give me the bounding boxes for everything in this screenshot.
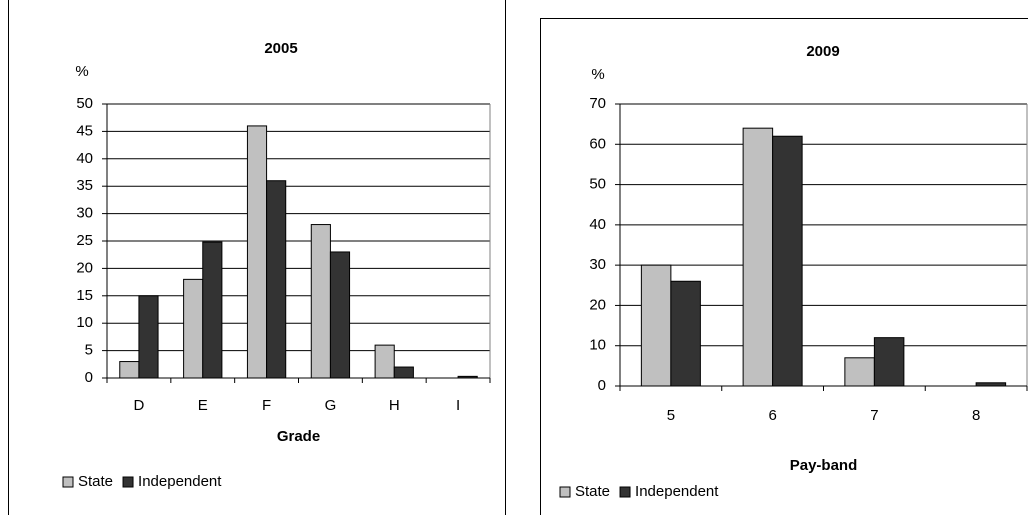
legend-swatch: [62, 476, 74, 488]
bar: [640, 264, 672, 387]
bar: [246, 125, 268, 379]
x-tick-label: H: [389, 397, 400, 414]
y-axis-label: %: [75, 63, 88, 80]
legend-label: Independent: [635, 483, 719, 500]
legend-label: Independent: [138, 473, 222, 490]
legend-label: State: [575, 483, 610, 500]
x-tick-label: D: [133, 397, 144, 414]
y-tick-label: 5: [85, 342, 93, 359]
y-axis-label: %: [591, 66, 604, 83]
chart-frame: [8, 0, 506, 515]
y-tick-label: 45: [76, 122, 93, 139]
x-tick-label: G: [325, 397, 337, 414]
bar: [393, 366, 414, 379]
chart-frame: [540, 18, 1028, 515]
chart-title: 2009: [806, 43, 839, 60]
bar: [844, 357, 875, 387]
y-tick-label: 30: [76, 205, 93, 222]
y-tick-label: 0: [85, 369, 93, 386]
y-tick-label: 60: [589, 135, 606, 152]
x-tick-label: E: [198, 397, 208, 414]
x-tick-label: 5: [667, 407, 675, 424]
bar: [329, 251, 351, 379]
y-tick-label: 40: [76, 150, 93, 167]
y-tick-label: 25: [76, 232, 93, 249]
bar: [119, 361, 140, 379]
x-tick-label: F: [262, 397, 271, 414]
legend-swatch: [122, 476, 134, 488]
bar: [742, 127, 774, 387]
bar: [310, 224, 331, 379]
y-tick-label: 30: [589, 256, 606, 273]
bar: [873, 337, 905, 387]
y-tick-label: 0: [598, 377, 606, 394]
bar: [374, 344, 395, 379]
legend-swatch: [559, 486, 571, 498]
legend-swatch: [619, 486, 631, 498]
y-tick-label: 20: [589, 296, 606, 313]
bar: [772, 135, 803, 387]
bar: [138, 295, 159, 379]
y-tick-label: 20: [76, 259, 93, 276]
y-tick-label: 40: [589, 216, 606, 233]
bar: [266, 180, 287, 379]
y-tick-label: 50: [589, 176, 606, 193]
bar: [202, 241, 223, 379]
y-tick-label: 70: [589, 95, 606, 112]
x-axis-label: Pay-band: [790, 457, 858, 474]
y-tick-label: 35: [76, 177, 93, 194]
y-tick-label: 10: [76, 314, 93, 331]
x-tick-label: 8: [972, 407, 980, 424]
legend-label: State: [78, 473, 113, 490]
x-tick-label: 7: [870, 407, 878, 424]
y-tick-label: 10: [589, 337, 606, 354]
x-axis-label: Grade: [277, 428, 320, 445]
x-tick-label: 6: [768, 407, 776, 424]
x-tick-label: I: [456, 397, 460, 414]
bar: [183, 278, 204, 379]
bar: [670, 280, 701, 387]
chart-title: 2005: [264, 40, 297, 57]
y-tick-label: 50: [76, 95, 93, 112]
y-tick-label: 15: [76, 287, 93, 304]
